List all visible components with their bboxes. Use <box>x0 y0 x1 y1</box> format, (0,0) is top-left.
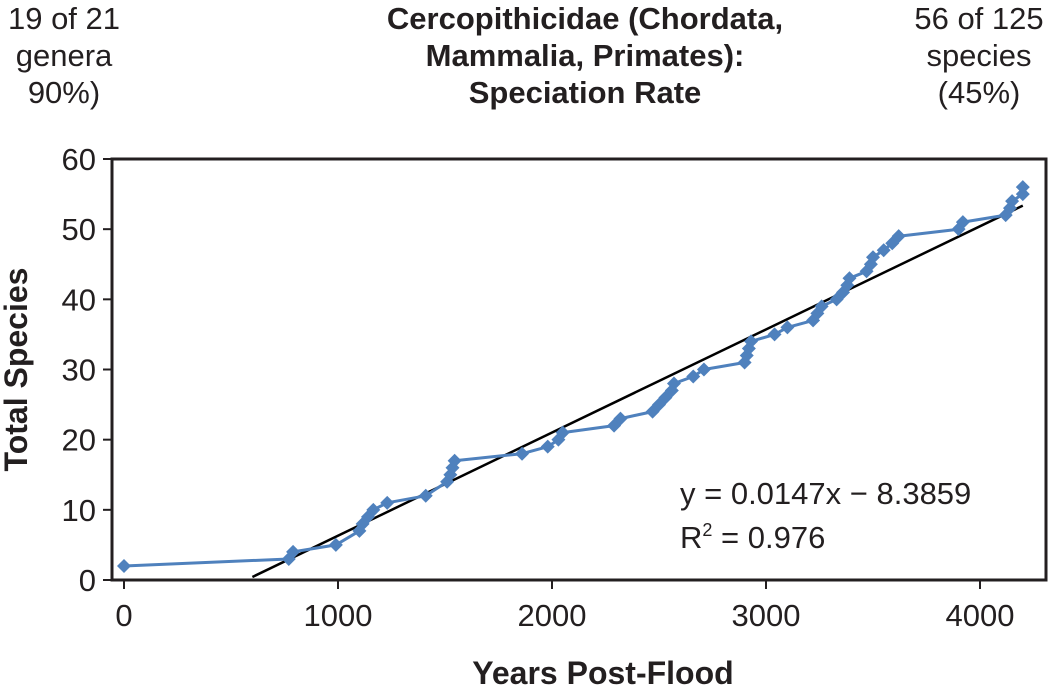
data-point <box>955 215 970 230</box>
data-point <box>1015 187 1030 202</box>
genera-note-line-2: genera <box>15 38 113 74</box>
x-tick-label: 0 <box>115 598 132 633</box>
species-note-line-3: (45%) <box>937 75 1021 111</box>
y-tick-label: 0 <box>79 563 96 598</box>
trendline <box>251 204 1024 579</box>
species-count-note: 56 of 125 species (45%) <box>904 0 1054 112</box>
data-point <box>814 299 829 314</box>
genera-count-note: 19 of 21 genera 90%) <box>0 0 128 112</box>
y-axis-title: Total Species <box>0 268 34 472</box>
genera-note-line-3: 90%) <box>27 75 101 111</box>
x-tick-label: 4000 <box>946 598 1015 633</box>
data-point <box>1005 194 1020 209</box>
y-tick-label: 30 <box>62 353 96 388</box>
r-squared-superscript: 2 <box>702 520 712 540</box>
data-point <box>744 334 759 349</box>
data-point <box>842 271 857 286</box>
data-point <box>1015 180 1030 195</box>
data-point <box>613 411 628 426</box>
data-point <box>666 376 681 391</box>
data-point <box>696 362 711 377</box>
r-squared-symbol: R <box>680 520 702 555</box>
species-note-line-1: 56 of 125 <box>914 1 1044 36</box>
y-tick-label: 40 <box>62 282 96 317</box>
y-tick-label: 50 <box>62 212 96 247</box>
x-tick-label: 2000 <box>518 598 587 633</box>
x-axis-ticks: 0 1000 2000 3000 4000 <box>115 580 1014 633</box>
data-point <box>540 439 555 454</box>
r-squared-label: R2 = 0.976 <box>680 520 825 555</box>
x-tick-label: 3000 <box>732 598 801 633</box>
chart-title-line-1: Cercopithicidae (Chordata, <box>386 1 784 36</box>
plot-area-frame <box>110 157 1048 582</box>
y-axis-ticks: 0 10 20 30 40 50 60 <box>62 142 112 598</box>
data-series <box>117 180 1030 573</box>
data-point <box>380 495 395 510</box>
data-point <box>891 229 906 244</box>
data-point <box>117 558 131 573</box>
genera-note-line-1: 19 of 21 <box>7 1 121 36</box>
x-axis-title: Years Post-Flood <box>472 655 733 690</box>
data-point <box>447 453 462 468</box>
y-tick-label: 10 <box>62 493 96 528</box>
data-point <box>286 544 301 559</box>
data-point <box>866 250 880 265</box>
chart-title-line-2: Mammalia, Primates): <box>425 38 745 74</box>
data-point <box>780 320 795 335</box>
trendline-equation: y = 0.0147x − 8.3859 <box>680 476 971 511</box>
chart-title-line-3: Speciation Rate <box>468 75 702 111</box>
data-point <box>515 446 530 461</box>
data-point <box>555 425 570 440</box>
species-note-line-2: species <box>926 38 1032 74</box>
trendline-line <box>251 204 1024 579</box>
x-tick-label: 1000 <box>304 598 373 633</box>
data-point <box>876 243 891 258</box>
data-point <box>360 509 375 524</box>
data-point <box>328 537 343 552</box>
data-point <box>418 488 433 503</box>
y-tick-label: 20 <box>62 423 96 458</box>
y-tick-label: 60 <box>62 142 96 177</box>
data-point <box>366 502 381 517</box>
data-point <box>767 327 782 342</box>
chart-title: Cercopithicidae (Chordata, Mammalia, Pri… <box>330 0 840 112</box>
data-point <box>686 369 701 384</box>
r-squared-value: = 0.976 <box>712 520 825 555</box>
